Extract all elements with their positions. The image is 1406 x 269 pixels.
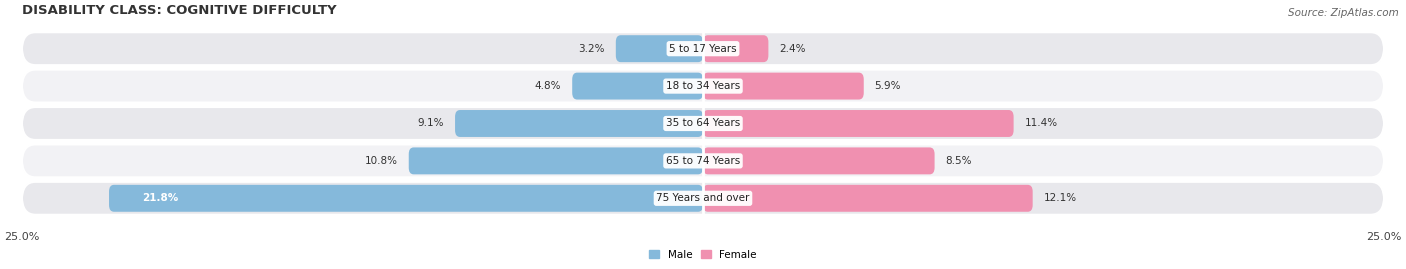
Text: 2.4%: 2.4% xyxy=(779,44,806,54)
Text: 12.1%: 12.1% xyxy=(1043,193,1077,203)
Text: 5.9%: 5.9% xyxy=(875,81,901,91)
FancyBboxPatch shape xyxy=(456,110,703,137)
FancyBboxPatch shape xyxy=(22,70,1384,102)
FancyBboxPatch shape xyxy=(409,147,703,174)
Text: 11.4%: 11.4% xyxy=(1025,118,1057,129)
FancyBboxPatch shape xyxy=(616,35,703,62)
Text: DISABILITY CLASS: COGNITIVE DIFFICULTY: DISABILITY CLASS: COGNITIVE DIFFICULTY xyxy=(22,4,336,17)
FancyBboxPatch shape xyxy=(703,73,863,100)
FancyBboxPatch shape xyxy=(110,185,703,212)
FancyBboxPatch shape xyxy=(22,182,1384,215)
FancyBboxPatch shape xyxy=(572,73,703,100)
Legend: Male, Female: Male, Female xyxy=(645,245,761,264)
Text: 35 to 64 Years: 35 to 64 Years xyxy=(666,118,740,129)
FancyBboxPatch shape xyxy=(22,107,1384,140)
Text: 10.8%: 10.8% xyxy=(364,156,398,166)
Text: 4.8%: 4.8% xyxy=(534,81,561,91)
FancyBboxPatch shape xyxy=(22,32,1384,65)
Text: 21.8%: 21.8% xyxy=(142,193,179,203)
Text: 65 to 74 Years: 65 to 74 Years xyxy=(666,156,740,166)
FancyBboxPatch shape xyxy=(703,110,1014,137)
Text: 8.5%: 8.5% xyxy=(945,156,972,166)
Text: 9.1%: 9.1% xyxy=(418,118,444,129)
FancyBboxPatch shape xyxy=(703,35,769,62)
Text: Source: ZipAtlas.com: Source: ZipAtlas.com xyxy=(1288,8,1399,18)
FancyBboxPatch shape xyxy=(703,147,935,174)
Text: 18 to 34 Years: 18 to 34 Years xyxy=(666,81,740,91)
Text: 5 to 17 Years: 5 to 17 Years xyxy=(669,44,737,54)
Text: 3.2%: 3.2% xyxy=(578,44,605,54)
Text: 75 Years and over: 75 Years and over xyxy=(657,193,749,203)
FancyBboxPatch shape xyxy=(22,144,1384,177)
FancyBboxPatch shape xyxy=(703,185,1032,212)
